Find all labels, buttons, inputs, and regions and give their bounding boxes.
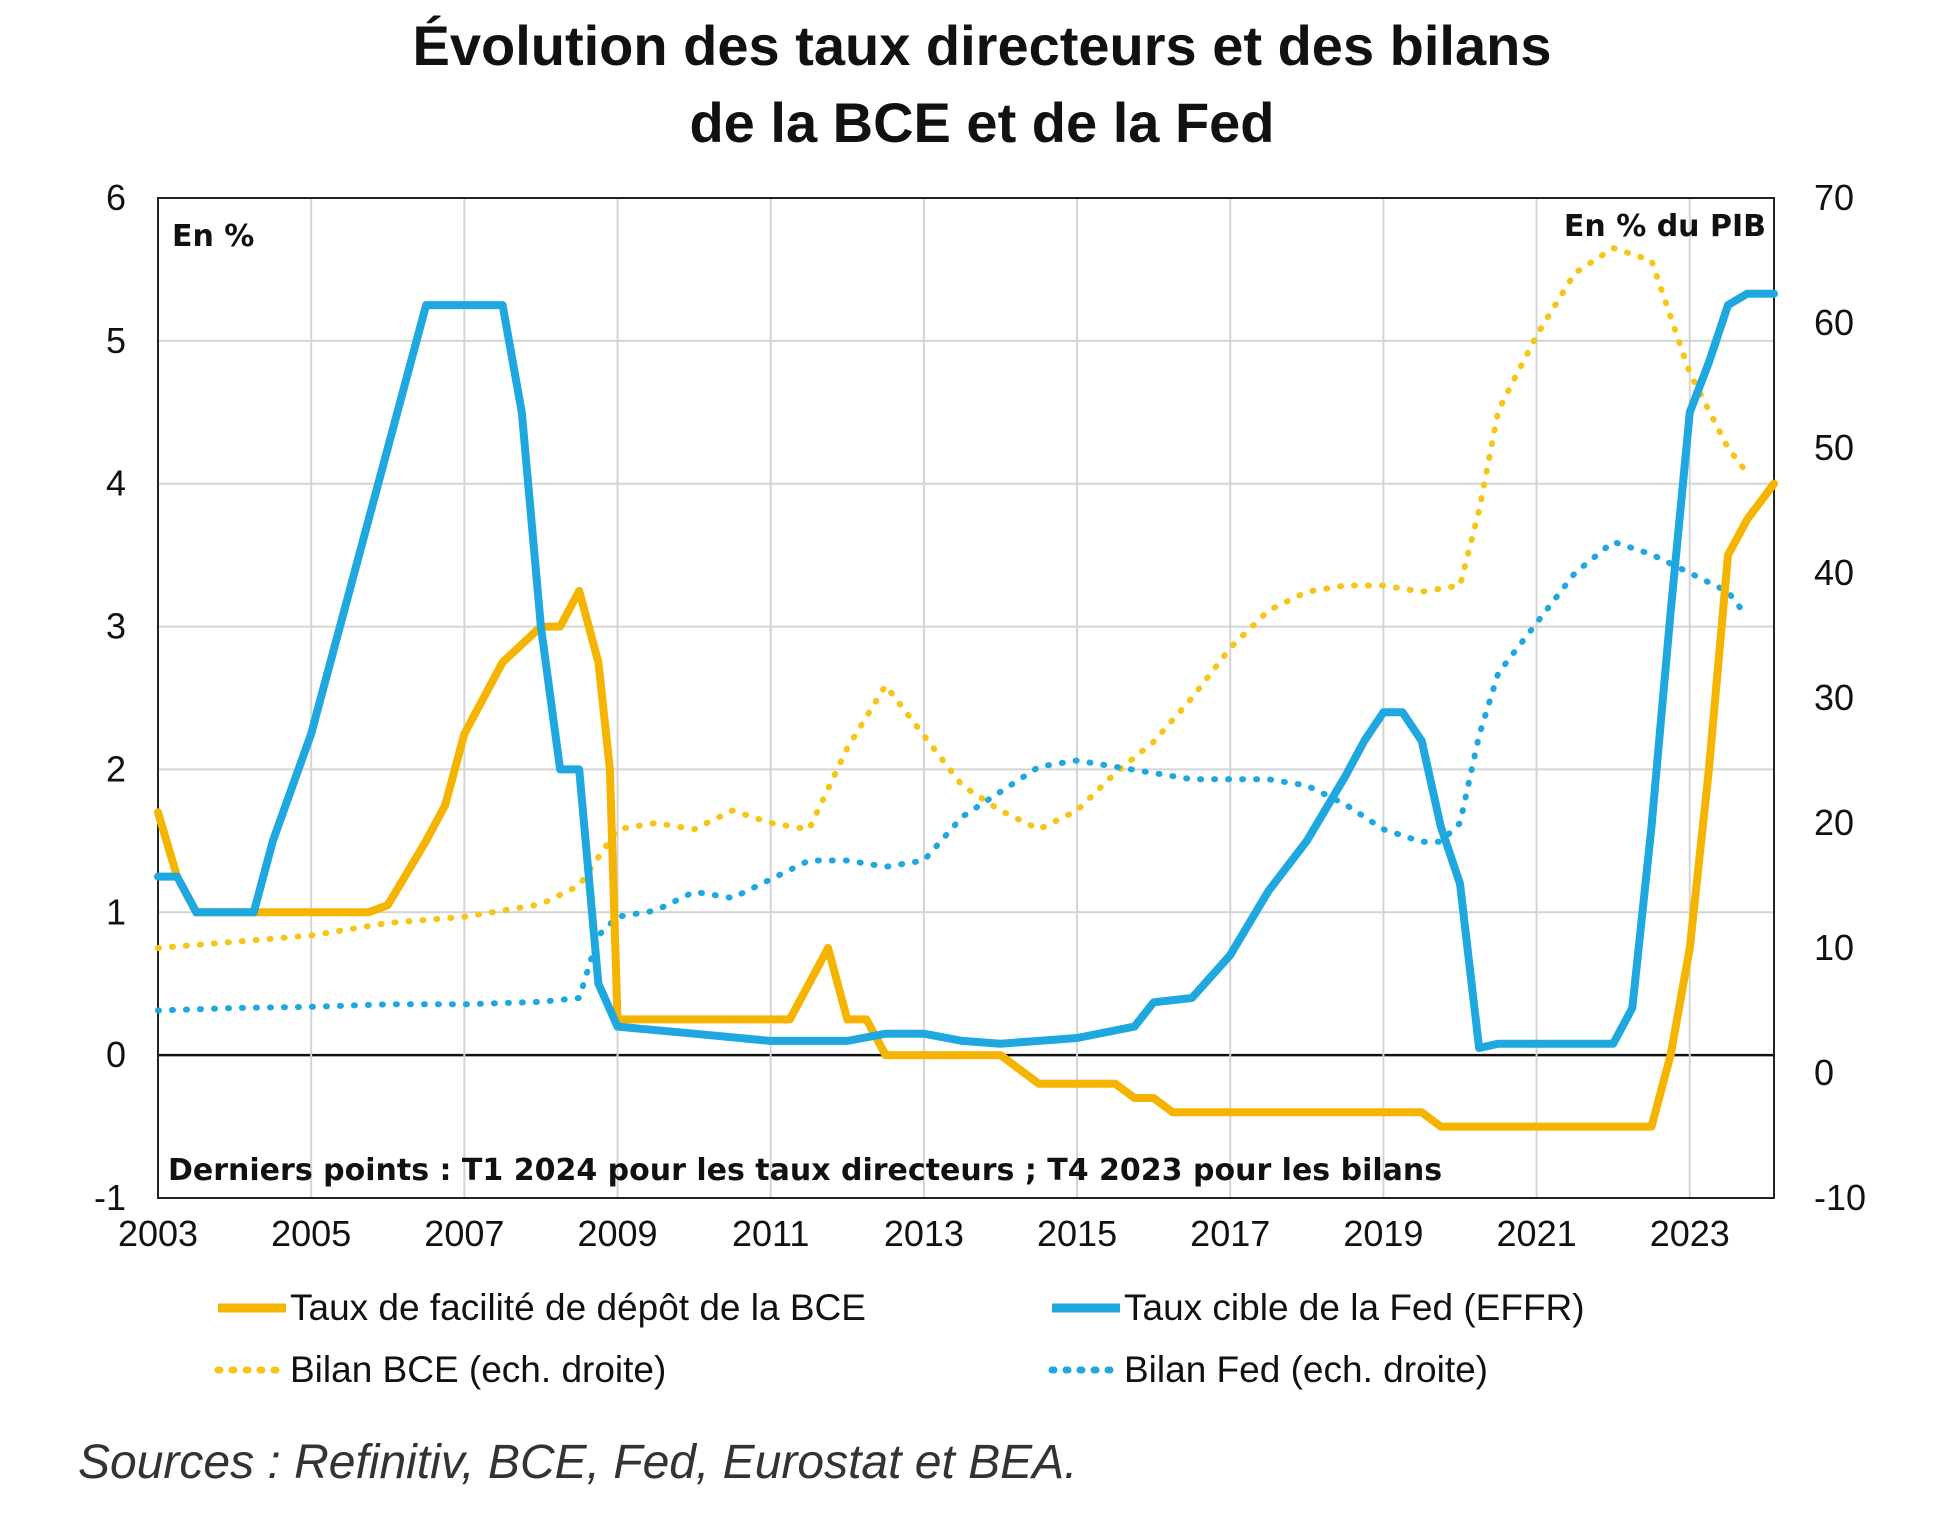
left-tick-label: 3 [106,606,126,647]
left-tick-label: 5 [106,320,126,361]
left-tick-label: 4 [106,463,126,504]
grid [157,197,1774,1199]
x-tick-label: 2023 [1650,1213,1730,1254]
legend-label-fed-balance: Bilan Fed (ech. droite) [1124,1349,1488,1390]
source-note: Sources : Refinitiv, BCE, Fed, Eurostat … [78,1436,1078,1489]
right-axis: 70 60 50 40 30 20 10 0 -10 [1814,177,1866,1218]
x-tick-label: 2017 [1190,1213,1270,1254]
series-line-ecb-balance-sheet [155,245,1751,951]
series-line-ecb-deposit-rate [154,479,1778,1131]
left-tick-label: 6 [106,177,126,218]
right-tick-label: -10 [1814,1177,1866,1218]
left-tick-label: 1 [106,891,126,932]
x-tick-label: 2005 [271,1213,351,1254]
chart-title-line2: de la BCE et de la Fed [689,91,1274,154]
right-tick-label: 0 [1814,1052,1834,1093]
series-line-fed-balance-sheet [155,538,1751,1014]
chart-title-line1: Évolution des taux directeurs et des bil… [413,14,1552,77]
x-tick-label: 2019 [1343,1213,1423,1254]
x-axis: 2003 2005 2007 2009 2011 2013 2015 2017 2019 2021… [118,1213,1730,1254]
x-tick-label: 2013 [884,1213,964,1254]
plot-frame [157,197,1775,1199]
legend-label-fed-rate: Taux cible de la Fed (EFFR) [1124,1287,1585,1328]
x-tick-label: 2015 [1037,1213,1117,1254]
legend: Taux de facilité de dépôt de la BCE Taux… [214,1287,1585,1390]
right-tick-label: 20 [1814,802,1854,843]
left-unit-label: En % [172,219,254,254]
right-tick-label: 50 [1814,427,1854,468]
legend-label-ecb-rate: Taux de facilité de dépôt de la BCE [290,1287,866,1328]
left-tick-label: 0 [106,1034,126,1075]
x-tick-label: 2021 [1497,1213,1577,1254]
right-tick-label: 40 [1814,552,1854,593]
x-tick-label: 2011 [732,1213,809,1254]
left-axis: 6 5 4 3 2 1 0 -1 [94,177,126,1218]
x-tick-label: 2009 [577,1213,657,1254]
x-tick-label: 2003 [118,1213,198,1254]
last-points-note: Derniers points : T1 2024 pour les taux … [168,1153,1442,1188]
right-tick-label: 10 [1814,927,1854,968]
right-unit-label: En % du PIB [1564,209,1766,244]
left-tick-label: -1 [94,1177,126,1218]
right-tick-label: 60 [1814,302,1854,343]
right-tick-label: 30 [1814,677,1854,718]
left-tick-label: 2 [106,748,126,789]
right-tick-label: 70 [1814,177,1854,218]
legend-label-ecb-balance: Bilan BCE (ech. droite) [290,1349,666,1390]
series-layer [154,245,1778,1131]
x-tick-label: 2007 [424,1213,504,1254]
series-line-fed-target-rate [154,289,1778,1052]
